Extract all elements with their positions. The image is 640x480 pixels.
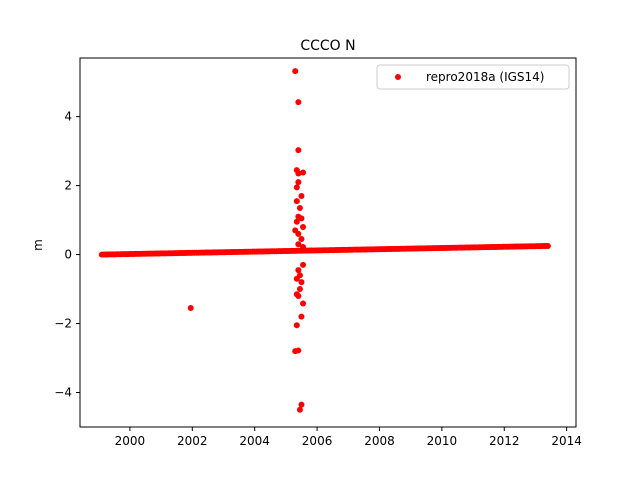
- data-point: [295, 99, 302, 106]
- data-point: [298, 215, 305, 222]
- data-points: [98, 68, 551, 413]
- x-tick-label: 2002: [177, 434, 208, 448]
- chart-title: CCCO N: [300, 38, 355, 54]
- y-tick-label: −2: [54, 317, 72, 331]
- y-axis-label: m: [31, 239, 45, 251]
- data-point: [292, 68, 299, 75]
- x-tick-label: 2012: [489, 434, 520, 448]
- data-point: [296, 205, 303, 212]
- data-point: [293, 184, 300, 191]
- data-point: [300, 300, 307, 307]
- data-point: [300, 261, 307, 268]
- x-tick-label: 2014: [551, 434, 582, 448]
- y-tick-label: 4: [64, 110, 72, 124]
- x-tick-label: 2010: [427, 434, 458, 448]
- plot-frame: [79, 57, 577, 428]
- legend: repro2018a (IGS14): [376, 64, 570, 90]
- data-point: [295, 230, 302, 237]
- y-tick-label: 0: [64, 248, 72, 262]
- data-point: [295, 241, 302, 248]
- data-point: [293, 275, 300, 282]
- data-point: [295, 147, 302, 154]
- data-point: [298, 313, 305, 320]
- data-point: [293, 322, 300, 329]
- y-tick-label: −4: [54, 386, 72, 400]
- data-point: [295, 347, 302, 354]
- axis-ticks: 2000 2002 2004 2006 2008 2010 2012 2014 −4 −2 0 2 4: [54, 110, 582, 448]
- data-point: [295, 170, 302, 177]
- data-point: [295, 292, 302, 299]
- data-point: [293, 198, 300, 205]
- data-point: [298, 192, 305, 199]
- data-point: [296, 286, 303, 293]
- data-point: [187, 305, 194, 312]
- y-tick-label: 2: [64, 179, 72, 193]
- data-point: [298, 279, 305, 286]
- data-point: [300, 223, 307, 230]
- data-point: [300, 169, 307, 176]
- legend-box: [376, 64, 570, 90]
- data-point: [293, 218, 300, 225]
- data-point: [298, 401, 305, 408]
- data-point: [295, 267, 302, 274]
- legend-marker: [395, 74, 401, 80]
- data-point: [296, 406, 303, 413]
- trend-point: [544, 242, 551, 249]
- legend-entry: repro2018a (IGS14): [426, 70, 544, 84]
- data-point: [300, 243, 307, 250]
- x-tick-label: 2004: [239, 434, 270, 448]
- x-tick-label: 2006: [302, 434, 333, 448]
- x-tick-label: 2000: [115, 434, 146, 448]
- data-point: [298, 236, 305, 243]
- data-point: [295, 179, 302, 186]
- x-tick-label: 2008: [364, 434, 395, 448]
